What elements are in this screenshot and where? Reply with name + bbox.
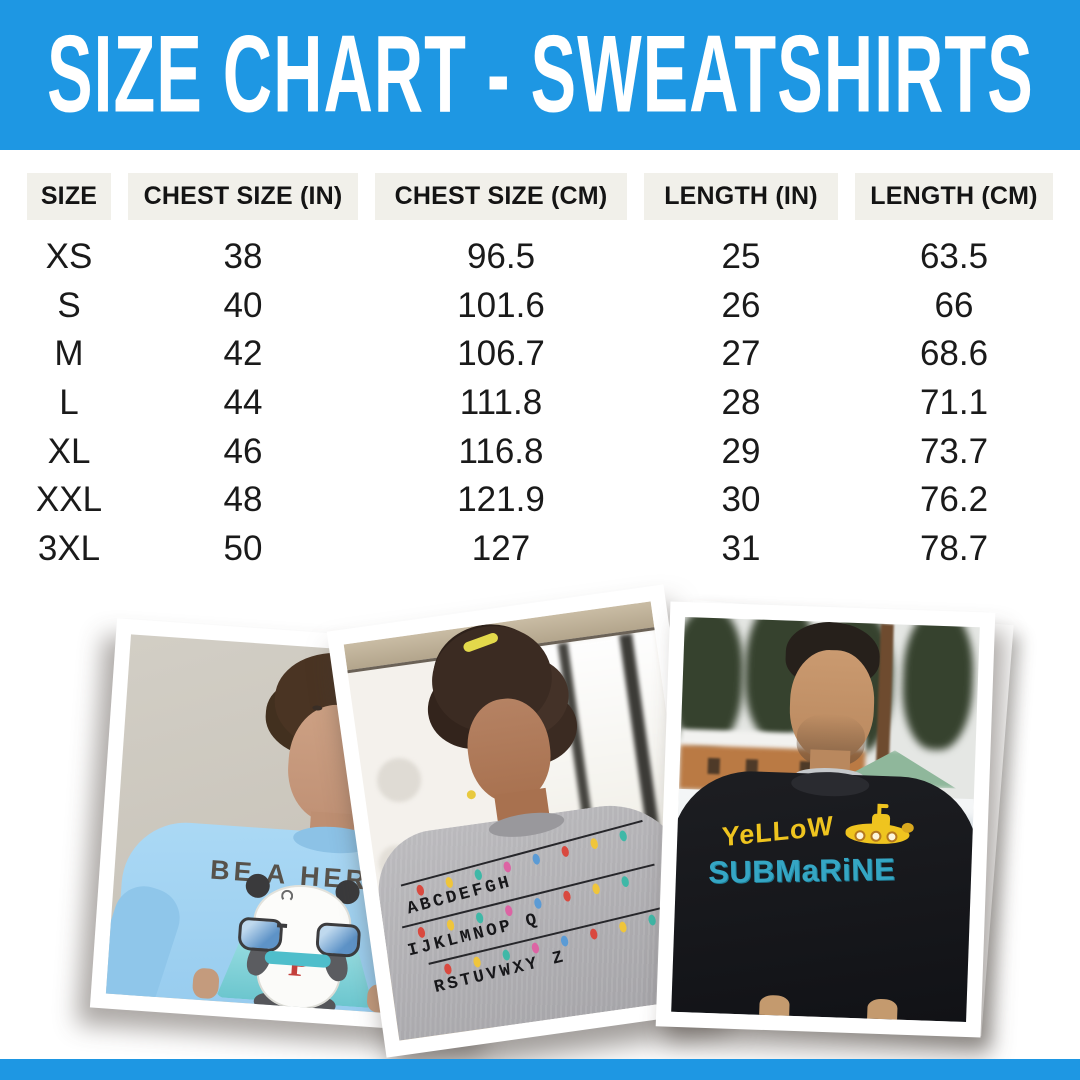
table-cell: 25: [721, 237, 761, 277]
table-body: XS 38 96.5 25 63.5 S 40 101.6 26 66 M 42 106.7 27 68.6…: [0, 233, 1080, 573]
size-label: XL: [47, 431, 91, 471]
size-label: XS: [45, 237, 93, 277]
model-eye: [312, 705, 323, 711]
page-title: SIZE CHART - SWEATSHIRTS: [21, 14, 1060, 136]
panda-sunglasses-lens: [315, 922, 362, 959]
table-cell: 127: [471, 528, 531, 568]
model-hand: [759, 994, 790, 1016]
page-title-text: SIZE CHART - SWEATSHIRTS: [46, 14, 1034, 136]
table-cell: 101.6: [457, 285, 545, 325]
panda-graphic: P: [230, 873, 367, 1016]
bottom-bar: [0, 1059, 1080, 1080]
column-header: LENGTH (CM): [855, 173, 1053, 220]
column-header: LENGTH (IN): [644, 173, 838, 220]
table-cell: 46: [223, 431, 263, 471]
table-cell: 71.1: [919, 383, 989, 423]
submarine-graphic: [845, 803, 916, 851]
table-cell: 26: [721, 285, 761, 325]
table-cell: 78.7: [919, 528, 989, 568]
table-cell: 63.5: [919, 237, 989, 277]
table-cell: 48: [223, 480, 263, 520]
photo-black-submarine-image: YeLLoW SUBMaRiNE: [671, 616, 980, 1023]
print-word-submarine: SUBMaRiNE: [707, 851, 896, 890]
table-cell: 73.7: [919, 431, 989, 471]
table-header-row: SIZE CHEST SIZE (IN) CHEST SIZE (CM) LENGTH…: [0, 173, 1080, 220]
table-cell: 121.9: [457, 480, 545, 520]
table-cell: 44: [223, 383, 263, 423]
table-cell: 111.8: [459, 383, 543, 423]
table-cell: 66: [934, 285, 974, 325]
size-label: 3XL: [37, 528, 101, 568]
table-cell: 28: [721, 383, 761, 423]
photo-gray-alphabet-image: ABCDEFGH IJKLMNOP Q RSTUVWXY Z: [343, 601, 707, 1041]
column-header: CHEST SIZE (IN): [128, 173, 358, 220]
black-sweatshirt: [671, 768, 980, 1023]
size-table: SIZE CHEST SIZE (IN) CHEST SIZE (CM) LENGTH…: [0, 173, 1080, 573]
header-banner: SIZE CHART - SWEATSHIRTS: [0, 0, 1080, 150]
table-cell: 50: [223, 528, 263, 568]
panda-sunglasses-bridge: [276, 923, 288, 928]
table-cell: 31: [721, 528, 761, 568]
table-cell: 106.7: [457, 334, 545, 374]
submarine-nose: [901, 822, 914, 834]
size-label: M: [54, 334, 84, 374]
table-cell: 27: [721, 334, 761, 374]
table-cell: 42: [223, 334, 263, 374]
wall-decor: [374, 755, 424, 805]
model-hand: [191, 967, 220, 1000]
table-cell: 96.5: [466, 237, 536, 277]
panda-sunglasses-lens: [237, 916, 284, 953]
model-hand: [867, 998, 898, 1020]
tree: [900, 616, 976, 752]
table-cell: 38: [223, 237, 263, 277]
table-cell: 68.6: [919, 334, 989, 374]
photo-black-submarine-sweatshirt: YeLLoW SUBMaRiNE: [655, 601, 996, 1038]
table-cell: 76.2: [919, 480, 989, 520]
table-cell: 30: [721, 480, 761, 520]
table-cell: 40: [223, 285, 263, 325]
table-cell: 29: [721, 431, 761, 471]
table-cell: 116.8: [458, 431, 544, 471]
building-window: [707, 757, 721, 775]
size-label: S: [57, 285, 81, 325]
column-header: SIZE: [27, 173, 111, 220]
size-label: L: [59, 383, 79, 423]
size-label: XXL: [35, 480, 103, 520]
column-header: CHEST SIZE (CM): [375, 173, 627, 220]
submarine-periscope: [877, 803, 889, 809]
